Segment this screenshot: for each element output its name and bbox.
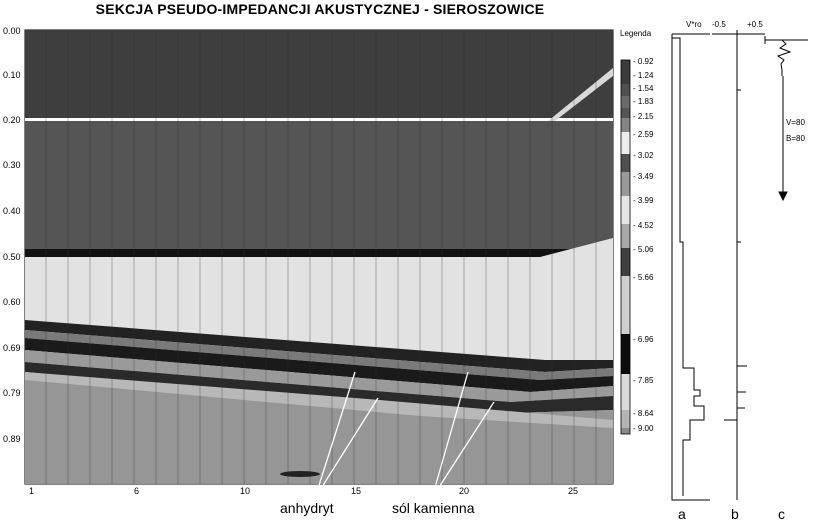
legend-value: - 3.49 [633,172,654,181]
well-header-plus: +0.5 [747,20,763,29]
layer-grey-band-2 [25,350,613,402]
well-header-vro: V*ro [686,20,702,29]
layer-mid-dark [25,121,613,249]
annotation-anhydryt: anhydryt [280,500,334,516]
legend-value: - 1.54 [633,84,654,93]
layer-dark-band-3 [25,362,613,414]
legend-value: - 4.52 [633,221,654,230]
y-tick-label: 0.89 [3,434,21,444]
legend-value: - 9.00 [633,424,654,433]
anhydryt-pointer-2 [314,397,379,499]
layer-upper-dark [25,30,613,118]
legend-value: - 2.59 [633,130,654,139]
layer-thin-white [25,118,613,121]
y-tick-label: 0.69 [3,343,21,353]
trace-lines [45,30,597,484]
legend-value: - 0.92 [633,57,654,66]
y-tick-label: 0.30 [3,160,21,170]
x-tick-label: 6 [134,486,140,496]
wavelet-c [764,36,808,202]
layer-lower-light-band [25,372,613,428]
x-tick-label: 25 [568,486,579,496]
anhydryt-pointer-1 [314,371,356,499]
layer-wedge-top [548,68,613,121]
track-label-c: c [778,506,785,522]
layer-dark-band-1 [25,320,613,372]
legend-title: Legenda [620,29,652,38]
legend-value: - 8.64 [633,409,654,418]
x-tick-label: 10 [240,486,251,496]
track-label-b: b [731,506,739,522]
x-tick-label: 1 [29,486,35,496]
y-tick-label: 0.10 [3,70,21,80]
legend-value: - 1.24 [633,71,654,80]
y-tick-label: 0.00 [3,26,21,36]
well-track-a [671,33,710,501]
legend-value: - 2.15 [633,112,654,121]
sol-pointer-2 [431,401,495,499]
layer-grey-band [25,330,613,380]
annotation-sol-kamienna: sól kamienna [392,500,475,516]
legend-value: - 5.66 [633,273,654,282]
track-label-a: a [678,506,686,522]
layer-lower [25,372,613,484]
legend-value: - 3.99 [633,196,654,205]
wavelet-b-text: B=80 [786,134,805,143]
impedance-section [24,29,614,485]
legend-value: - 3.02 [633,151,654,160]
y-tick-label: 0.40 [3,206,21,216]
annotation-lines [314,371,495,499]
x-tick-label: 15 [351,486,362,496]
x-tick-label: 20 [459,486,470,496]
legend-colorbar [620,59,631,435]
page-title: SEKCJA PSEUDO-IMPEDANCJI AKUSTYCZNEJ - S… [95,1,545,17]
sol-pointer-1 [431,371,469,499]
well-track-b [712,30,765,500]
y-tick-label: 0.50 [3,252,21,262]
legend-value: - 6.96 [633,335,654,344]
legend-value: - 1.83 [633,97,654,106]
wavelet-v-text: V=80 [786,118,805,127]
y-tick-label: 0.60 [3,297,21,307]
y-tick-label: 0.20 [3,115,21,125]
layer-black-band [25,249,613,257]
y-tick-label: 0.79 [3,388,21,398]
legend-value: - 7.85 [633,376,654,385]
legend-value: - 5.06 [633,245,654,254]
well-header-minus: -0.5 [712,20,726,29]
layer-light [25,238,613,360]
lens-feature [280,471,320,477]
